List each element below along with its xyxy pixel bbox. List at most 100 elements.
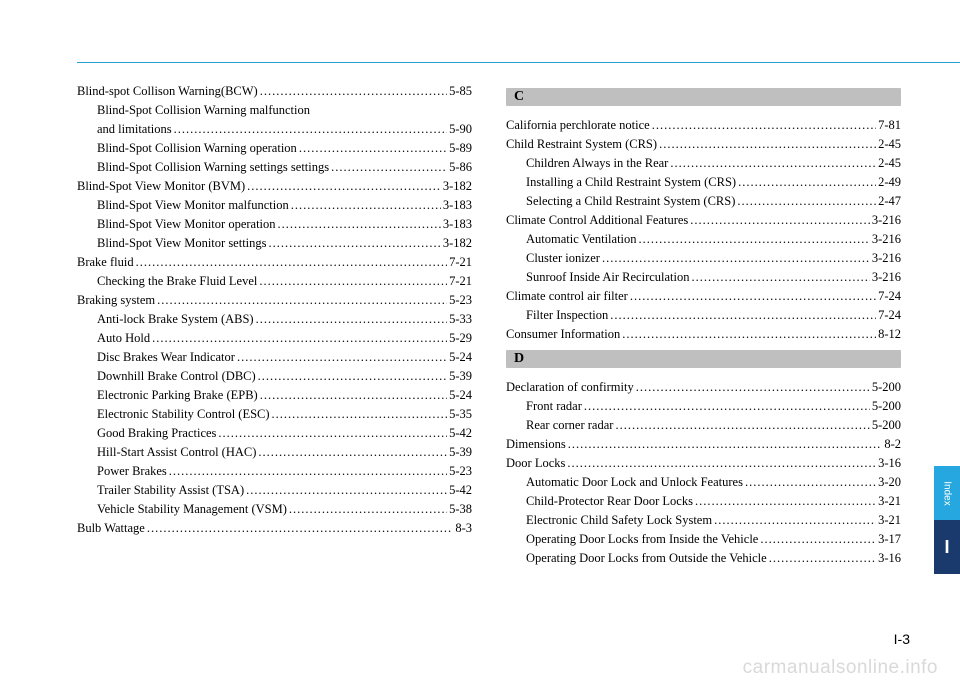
entry-title: Automatic Door Lock and Unlock Features xyxy=(526,473,743,492)
index-entry: Checking the Brake Fluid Level 7-21 xyxy=(77,272,472,291)
entry-page: 7-24 xyxy=(878,287,901,306)
dot-leader xyxy=(738,173,876,192)
entry-title: Blind-Spot View Monitor operation xyxy=(97,215,276,234)
index-entry: Installing a Child Restraint System (CRS… xyxy=(506,173,901,192)
index-entry: Children Always in the Rear2-45 xyxy=(506,154,901,173)
watermark: carmanualsonline.info xyxy=(743,657,938,679)
section-heading: C xyxy=(506,88,901,106)
dot-leader xyxy=(602,249,870,268)
entry-page: 3-216 xyxy=(872,230,901,249)
dot-leader xyxy=(622,325,876,344)
entry-title: Hill-Start Assist Control (HAC) xyxy=(97,443,256,462)
dot-leader xyxy=(157,291,447,310)
index-entry: Blind-Spot View Monitor (BVM) 3-182 xyxy=(77,177,472,196)
index-entry: Blind-Spot View Monitor settings 3-182 xyxy=(77,234,472,253)
dot-leader xyxy=(630,287,876,306)
index-entry: Consumer Information8-12 xyxy=(506,325,901,344)
entry-title: Bulb Wattage xyxy=(77,519,145,538)
entry-title: Braking system xyxy=(77,291,155,310)
entry-page: 8-2 xyxy=(884,435,901,454)
entry-page: 3-182 xyxy=(443,234,472,253)
entry-title: Operating Door Locks from Outside the Ve… xyxy=(526,549,767,568)
index-entry: Auto Hold5-29 xyxy=(77,329,472,348)
dot-leader xyxy=(278,215,441,234)
entry-title: Blind-Spot View Monitor settings xyxy=(97,234,267,253)
index-entry: Blind-Spot Collision Warning operation 5… xyxy=(77,139,472,158)
entry-title: California perchlorate notice xyxy=(506,116,650,135)
dot-leader xyxy=(652,116,876,135)
entry-title: Power Brakes xyxy=(97,462,167,481)
index-entry: Cluster ionizer 3-216 xyxy=(506,249,901,268)
dot-leader xyxy=(331,158,447,177)
dot-leader xyxy=(260,386,447,405)
index-entry: Electronic Child Safety Lock System 3-21 xyxy=(506,511,901,530)
entry-page: 5-42 xyxy=(449,424,472,443)
index-entry: California perchlorate notice 7-81 xyxy=(506,116,901,135)
entry-title: Declaration of confirmity xyxy=(506,378,634,397)
dot-leader xyxy=(714,511,876,530)
entry-title: Blind-Spot Collision Warning settings se… xyxy=(97,158,329,177)
entry-title: Rear corner radar xyxy=(526,416,613,435)
entry-title: Electronic Child Safety Lock System xyxy=(526,511,712,530)
dot-leader xyxy=(218,424,447,443)
entry-title: Door Locks xyxy=(506,454,565,473)
entry-page: 5-85 xyxy=(449,82,472,101)
index-entry: Downhill Brake Control (DBC) 5-39 xyxy=(77,367,472,386)
entry-page: 2-45 xyxy=(878,135,901,154)
entry-page: 3-216 xyxy=(872,249,901,268)
index-entry: Disc Brakes Wear Indicator 5-24 xyxy=(77,348,472,367)
dot-leader xyxy=(289,500,447,519)
tab-letter-text: I xyxy=(944,537,949,558)
entry-title: Trailer Stability Assist (TSA) xyxy=(97,481,244,500)
dot-leader xyxy=(169,462,447,481)
entry-page: 3-183 xyxy=(443,196,472,215)
index-entry: Blind-Spot Collision Warning settings se… xyxy=(77,158,472,177)
index-entry: Electronic Stability Control (ESC)5-35 xyxy=(77,405,472,424)
top-rule xyxy=(77,62,960,63)
entry-page: 3-17 xyxy=(878,530,901,549)
dot-leader xyxy=(291,196,441,215)
entry-title: Blind-spot Collison Warning(BCW) xyxy=(77,82,258,101)
entry-title: Operating Door Locks from Inside the Veh… xyxy=(526,530,758,549)
dot-leader xyxy=(769,549,876,568)
entry-page: 5-33 xyxy=(449,310,472,329)
entry-page: 3-20 xyxy=(878,473,901,492)
dot-leader xyxy=(690,211,870,230)
entry-page: 3-216 xyxy=(872,211,901,230)
entry-title: Disc Brakes Wear Indicator xyxy=(97,348,235,367)
index-entry: Vehicle Stability Management (VSM)5-38 xyxy=(77,500,472,519)
entry-title: Checking the Brake Fluid Level xyxy=(97,272,257,291)
entry-page: 8-3 xyxy=(455,519,472,538)
entry-page: 5-39 xyxy=(449,367,472,386)
dot-leader xyxy=(639,230,870,249)
dot-leader xyxy=(636,378,870,397)
index-entry: Automatic Ventilation3-216 xyxy=(506,230,901,249)
entry-page: 5-200 xyxy=(872,416,901,435)
dot-leader xyxy=(615,416,869,435)
dot-leader xyxy=(760,530,876,549)
index-content: Blind-spot Collison Warning(BCW) 5-85 Blin… xyxy=(77,82,920,568)
entry-page: 3-16 xyxy=(878,454,901,473)
dot-leader xyxy=(567,454,876,473)
dot-leader xyxy=(247,177,441,196)
index-entry: Brake fluid 7-21 xyxy=(77,253,472,272)
dot-leader xyxy=(299,139,447,158)
entry-page: 5-24 xyxy=(449,348,472,367)
dot-leader xyxy=(692,268,870,287)
index-entry: Operating Door Locks from Inside the Veh… xyxy=(506,530,901,549)
dot-leader xyxy=(269,234,441,253)
index-entry: Bulb Wattage 8-3 xyxy=(77,519,472,538)
entry-title: Climate Control Additional Features xyxy=(506,211,688,230)
index-entry: Sunroof Inside Air Recirculation 3-216 xyxy=(506,268,901,287)
entry-page: 5-90 xyxy=(449,120,472,139)
entry-page: 7-21 xyxy=(449,272,472,291)
index-entry: Filter Inspection7-24 xyxy=(506,306,901,325)
page-number: I-3 xyxy=(894,631,910,647)
entry-page: 8-12 xyxy=(878,325,901,344)
section-heading: D xyxy=(506,350,901,368)
entry-page: 3-216 xyxy=(872,268,901,287)
index-entry: Anti-lock Brake System (ABS)5-33 xyxy=(77,310,472,329)
entry-title: Climate control air filter xyxy=(506,287,628,306)
index-entry: and limitations5-90 xyxy=(77,120,472,139)
dot-leader xyxy=(258,367,447,386)
